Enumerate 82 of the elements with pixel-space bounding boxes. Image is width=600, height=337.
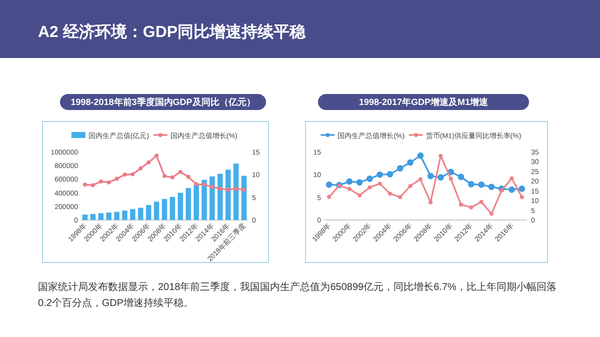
point bbox=[488, 184, 495, 190]
point bbox=[226, 188, 230, 192]
bar bbox=[98, 213, 104, 220]
bar bbox=[233, 164, 239, 220]
point bbox=[500, 188, 504, 192]
bar bbox=[194, 184, 199, 220]
bar bbox=[186, 188, 191, 220]
point bbox=[358, 193, 362, 198]
point bbox=[218, 186, 222, 191]
point bbox=[398, 195, 402, 200]
point bbox=[170, 175, 174, 180]
point bbox=[458, 174, 464, 180]
point bbox=[428, 200, 433, 204]
point bbox=[388, 192, 392, 196]
point bbox=[202, 182, 206, 187]
point bbox=[368, 185, 372, 190]
point bbox=[386, 171, 394, 178]
bar bbox=[114, 212, 120, 220]
point bbox=[417, 152, 424, 159]
text: A2 经济环境：GDP同比增速持续平稳 bbox=[38, 22, 306, 43]
bar bbox=[178, 192, 184, 220]
bar bbox=[162, 198, 168, 220]
point bbox=[378, 182, 382, 186]
point bbox=[90, 183, 95, 188]
point bbox=[154, 154, 159, 158]
chart-title: 1998-2018年前3季度国内GDP及同比（亿元） bbox=[60, 94, 266, 110]
point bbox=[242, 188, 246, 192]
point bbox=[518, 186, 526, 192]
point bbox=[520, 195, 524, 200]
point bbox=[459, 202, 464, 207]
point bbox=[396, 165, 404, 172]
point bbox=[234, 186, 238, 191]
point bbox=[194, 182, 198, 186]
point bbox=[489, 212, 494, 216]
bar bbox=[82, 214, 88, 220]
bar bbox=[241, 176, 247, 220]
point bbox=[510, 176, 514, 180]
point bbox=[438, 154, 443, 158]
point bbox=[114, 176, 119, 181]
point bbox=[366, 176, 373, 182]
point bbox=[469, 205, 474, 210]
text: 国家统计局发布数据显示，2018年前三季度，我国国内生产总值为650899亿元，同比增长6.7%，比上年同期小幅回落0.2个百分点，GDP增速持续平稳。 bbox=[38, 280, 558, 311]
bar bbox=[170, 196, 176, 220]
point bbox=[327, 194, 332, 199]
bar bbox=[154, 202, 160, 220]
point bbox=[130, 172, 135, 176]
bar bbox=[210, 176, 215, 220]
point bbox=[138, 166, 143, 170]
point bbox=[146, 160, 151, 164]
point bbox=[346, 178, 353, 185]
point bbox=[427, 172, 434, 180]
point bbox=[106, 180, 111, 184]
bar bbox=[218, 174, 223, 220]
point bbox=[98, 179, 103, 184]
point bbox=[376, 171, 384, 178]
point bbox=[210, 184, 214, 189]
point bbox=[178, 170, 182, 174]
bar bbox=[202, 180, 207, 220]
bar bbox=[130, 209, 136, 220]
point bbox=[408, 184, 412, 188]
chart-title: 1998-2017年GDP增速及M1增速 bbox=[318, 94, 529, 110]
point bbox=[479, 200, 484, 204]
point bbox=[438, 174, 444, 181]
point bbox=[407, 159, 414, 166]
point bbox=[508, 186, 515, 193]
point bbox=[468, 180, 474, 188]
point bbox=[478, 181, 485, 188]
point bbox=[418, 177, 422, 182]
bar bbox=[146, 205, 152, 220]
point bbox=[448, 176, 453, 181]
point bbox=[186, 174, 190, 179]
point bbox=[82, 182, 87, 187]
point bbox=[162, 174, 166, 178]
point bbox=[122, 172, 127, 177]
bar bbox=[225, 170, 231, 220]
bar bbox=[90, 214, 96, 220]
bar bbox=[106, 212, 112, 220]
point bbox=[347, 186, 352, 191]
bar bbox=[122, 210, 128, 220]
point bbox=[356, 179, 363, 186]
bar bbox=[138, 208, 144, 220]
point bbox=[326, 181, 332, 188]
